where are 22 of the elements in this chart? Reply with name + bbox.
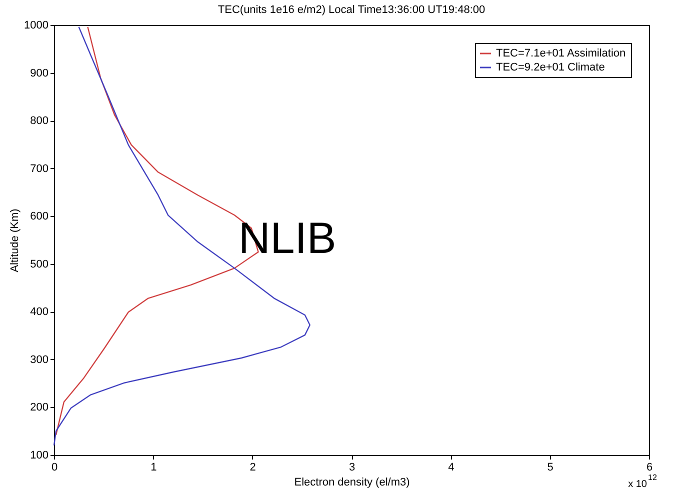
x-tick-label: 0 — [51, 462, 58, 474]
legend-label: TEC=7.1e+01 Assimilation — [496, 48, 626, 60]
y-tick-label: 600 — [30, 210, 48, 223]
y-tick-label: 400 — [30, 306, 48, 318]
y-tick-label: 900 — [30, 67, 48, 80]
y-tick-label: 1000 — [24, 20, 48, 32]
y-tick-label: 100 — [30, 450, 48, 462]
x-tick-label: 4 — [448, 462, 454, 474]
y-tick-label: 200 — [30, 402, 48, 414]
y-tick-label: 300 — [30, 354, 48, 366]
y-axis-title: Altitude (Km) — [9, 208, 22, 272]
y-tick-label: 500 — [30, 258, 48, 270]
x-tick-label: 5 — [547, 462, 554, 474]
x-tick-label: 1 — [150, 462, 157, 474]
y-tick-label: 700 — [30, 162, 48, 175]
x-axis-title: Electron density (el/m3) — [294, 476, 410, 488]
x-tick-label: 2 — [250, 462, 256, 474]
x-tick-label: 6 — [646, 462, 653, 474]
legend-label: TEC=9.2e+01 Climate — [496, 62, 605, 74]
y-tick-label: 800 — [30, 115, 48, 128]
chart-title: TEC(units 1e16 e/m2) Local Time13:36:00 UT19:48:00 — [218, 4, 486, 16]
x-tick-label: 3 — [348, 462, 356, 474]
